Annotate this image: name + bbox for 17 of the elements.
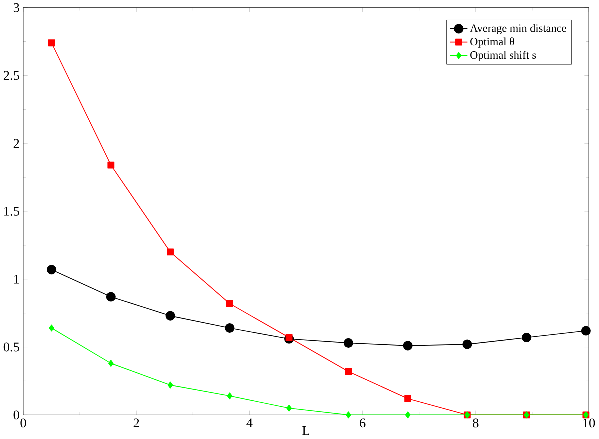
y-tick-label: 2 — [14, 139, 20, 148]
x-axis-title: L — [302, 426, 310, 436]
legend-label: Average min distance — [470, 24, 566, 35]
y-tick-label: 1.5 — [4, 207, 20, 216]
x-tick-label: 2 — [134, 418, 140, 428]
x-tick-label: 0 — [20, 418, 26, 428]
y-tick-label: 0 — [14, 410, 20, 420]
legend-label: Optimal shift s — [470, 51, 536, 62]
x-tick-label: 6 — [360, 418, 366, 428]
y-tick-label: 1 — [14, 275, 20, 284]
x-tick-label: 8 — [473, 418, 479, 428]
x-tick-label: 4 — [246, 418, 253, 428]
x-tick-label: 10 — [584, 418, 596, 428]
legend-label: Optimal θ — [470, 38, 514, 48]
y-tick-label: 2.5 — [4, 71, 20, 80]
y-tick-label: 0.5 — [4, 343, 20, 352]
y-tick-label: 3 — [14, 4, 20, 12]
